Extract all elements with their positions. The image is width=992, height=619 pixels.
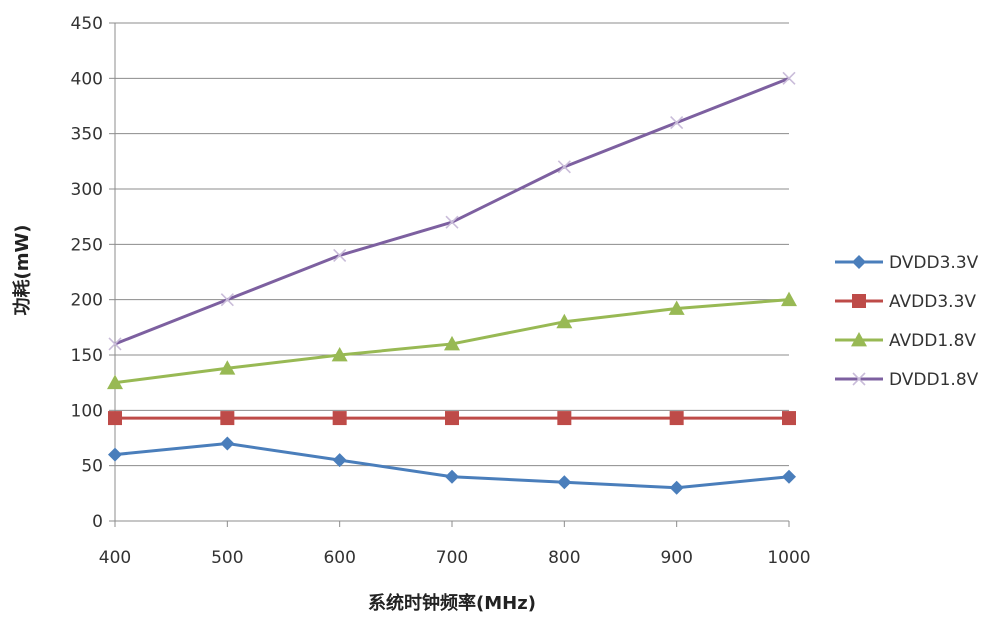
- y-tick-label: 0: [92, 512, 103, 532]
- y-tick-label: 250: [71, 235, 103, 255]
- legend-item: AVDD3.3V: [835, 292, 976, 312]
- legend: DVDD3.3V AVDD3.3V AVDD1.8V DVDD1.8V: [835, 253, 979, 390]
- legend-item: DVDD3.3V: [835, 253, 979, 273]
- x-tick-label: 800: [548, 548, 580, 568]
- data-point: [557, 411, 571, 425]
- x-tick-labels: 400 500 600 700 800 900 1000: [99, 548, 811, 568]
- series-avdd3-3v: [108, 411, 796, 425]
- grid: [115, 23, 789, 466]
- y-tick-label: 50: [81, 457, 103, 477]
- data-point: [220, 411, 234, 425]
- data-point: [108, 411, 122, 425]
- y-tick-label: 350: [71, 125, 103, 145]
- y-tick-label: 150: [71, 346, 103, 366]
- y-tick-label: 200: [71, 291, 103, 311]
- x-tick-label: 500: [211, 548, 243, 568]
- y-tick-labels: 0 50 100 150 200 250 300 350 400 450: [71, 14, 103, 532]
- legend-marker: [852, 294, 866, 308]
- x-tick-label: 600: [323, 548, 355, 568]
- data-point: [333, 453, 347, 467]
- legend-label: AVDD1.8V: [889, 331, 976, 351]
- data-point: [333, 411, 347, 425]
- x-tick-label: 700: [436, 548, 468, 568]
- data-point: [108, 448, 122, 462]
- axes: [109, 23, 789, 527]
- legend-item: AVDD1.8V: [835, 331, 976, 351]
- data-point: [782, 411, 796, 425]
- x-tick-label: 900: [660, 548, 692, 568]
- series-line: [115, 78, 789, 344]
- legend-label: DVDD3.3V: [889, 253, 979, 273]
- y-tick-label: 100: [71, 401, 103, 421]
- data-point: [670, 481, 684, 495]
- data-point: [671, 117, 683, 129]
- legend-label: DVDD1.8V: [889, 370, 979, 390]
- legend-item: DVDD1.8V: [835, 370, 979, 390]
- y-tick-label: 450: [71, 14, 103, 34]
- data-point: [557, 475, 571, 489]
- x-axis-title: 系统时钟频率(MHz): [368, 592, 536, 614]
- x-tick-label: 400: [99, 548, 131, 568]
- series-group: [107, 72, 797, 494]
- data-point: [445, 411, 459, 425]
- data-point: [558, 161, 570, 173]
- y-axis-title: 功耗(mW): [11, 224, 33, 315]
- legend-marker: [852, 255, 866, 269]
- y-tick-label: 400: [71, 69, 103, 89]
- data-point: [670, 411, 684, 425]
- legend-label: AVDD3.3V: [889, 292, 976, 312]
- data-point: [220, 437, 234, 451]
- x-tick-label: 1000: [767, 548, 810, 568]
- y-tick-label: 300: [71, 180, 103, 200]
- data-point: [445, 470, 459, 484]
- data-point: [782, 470, 796, 484]
